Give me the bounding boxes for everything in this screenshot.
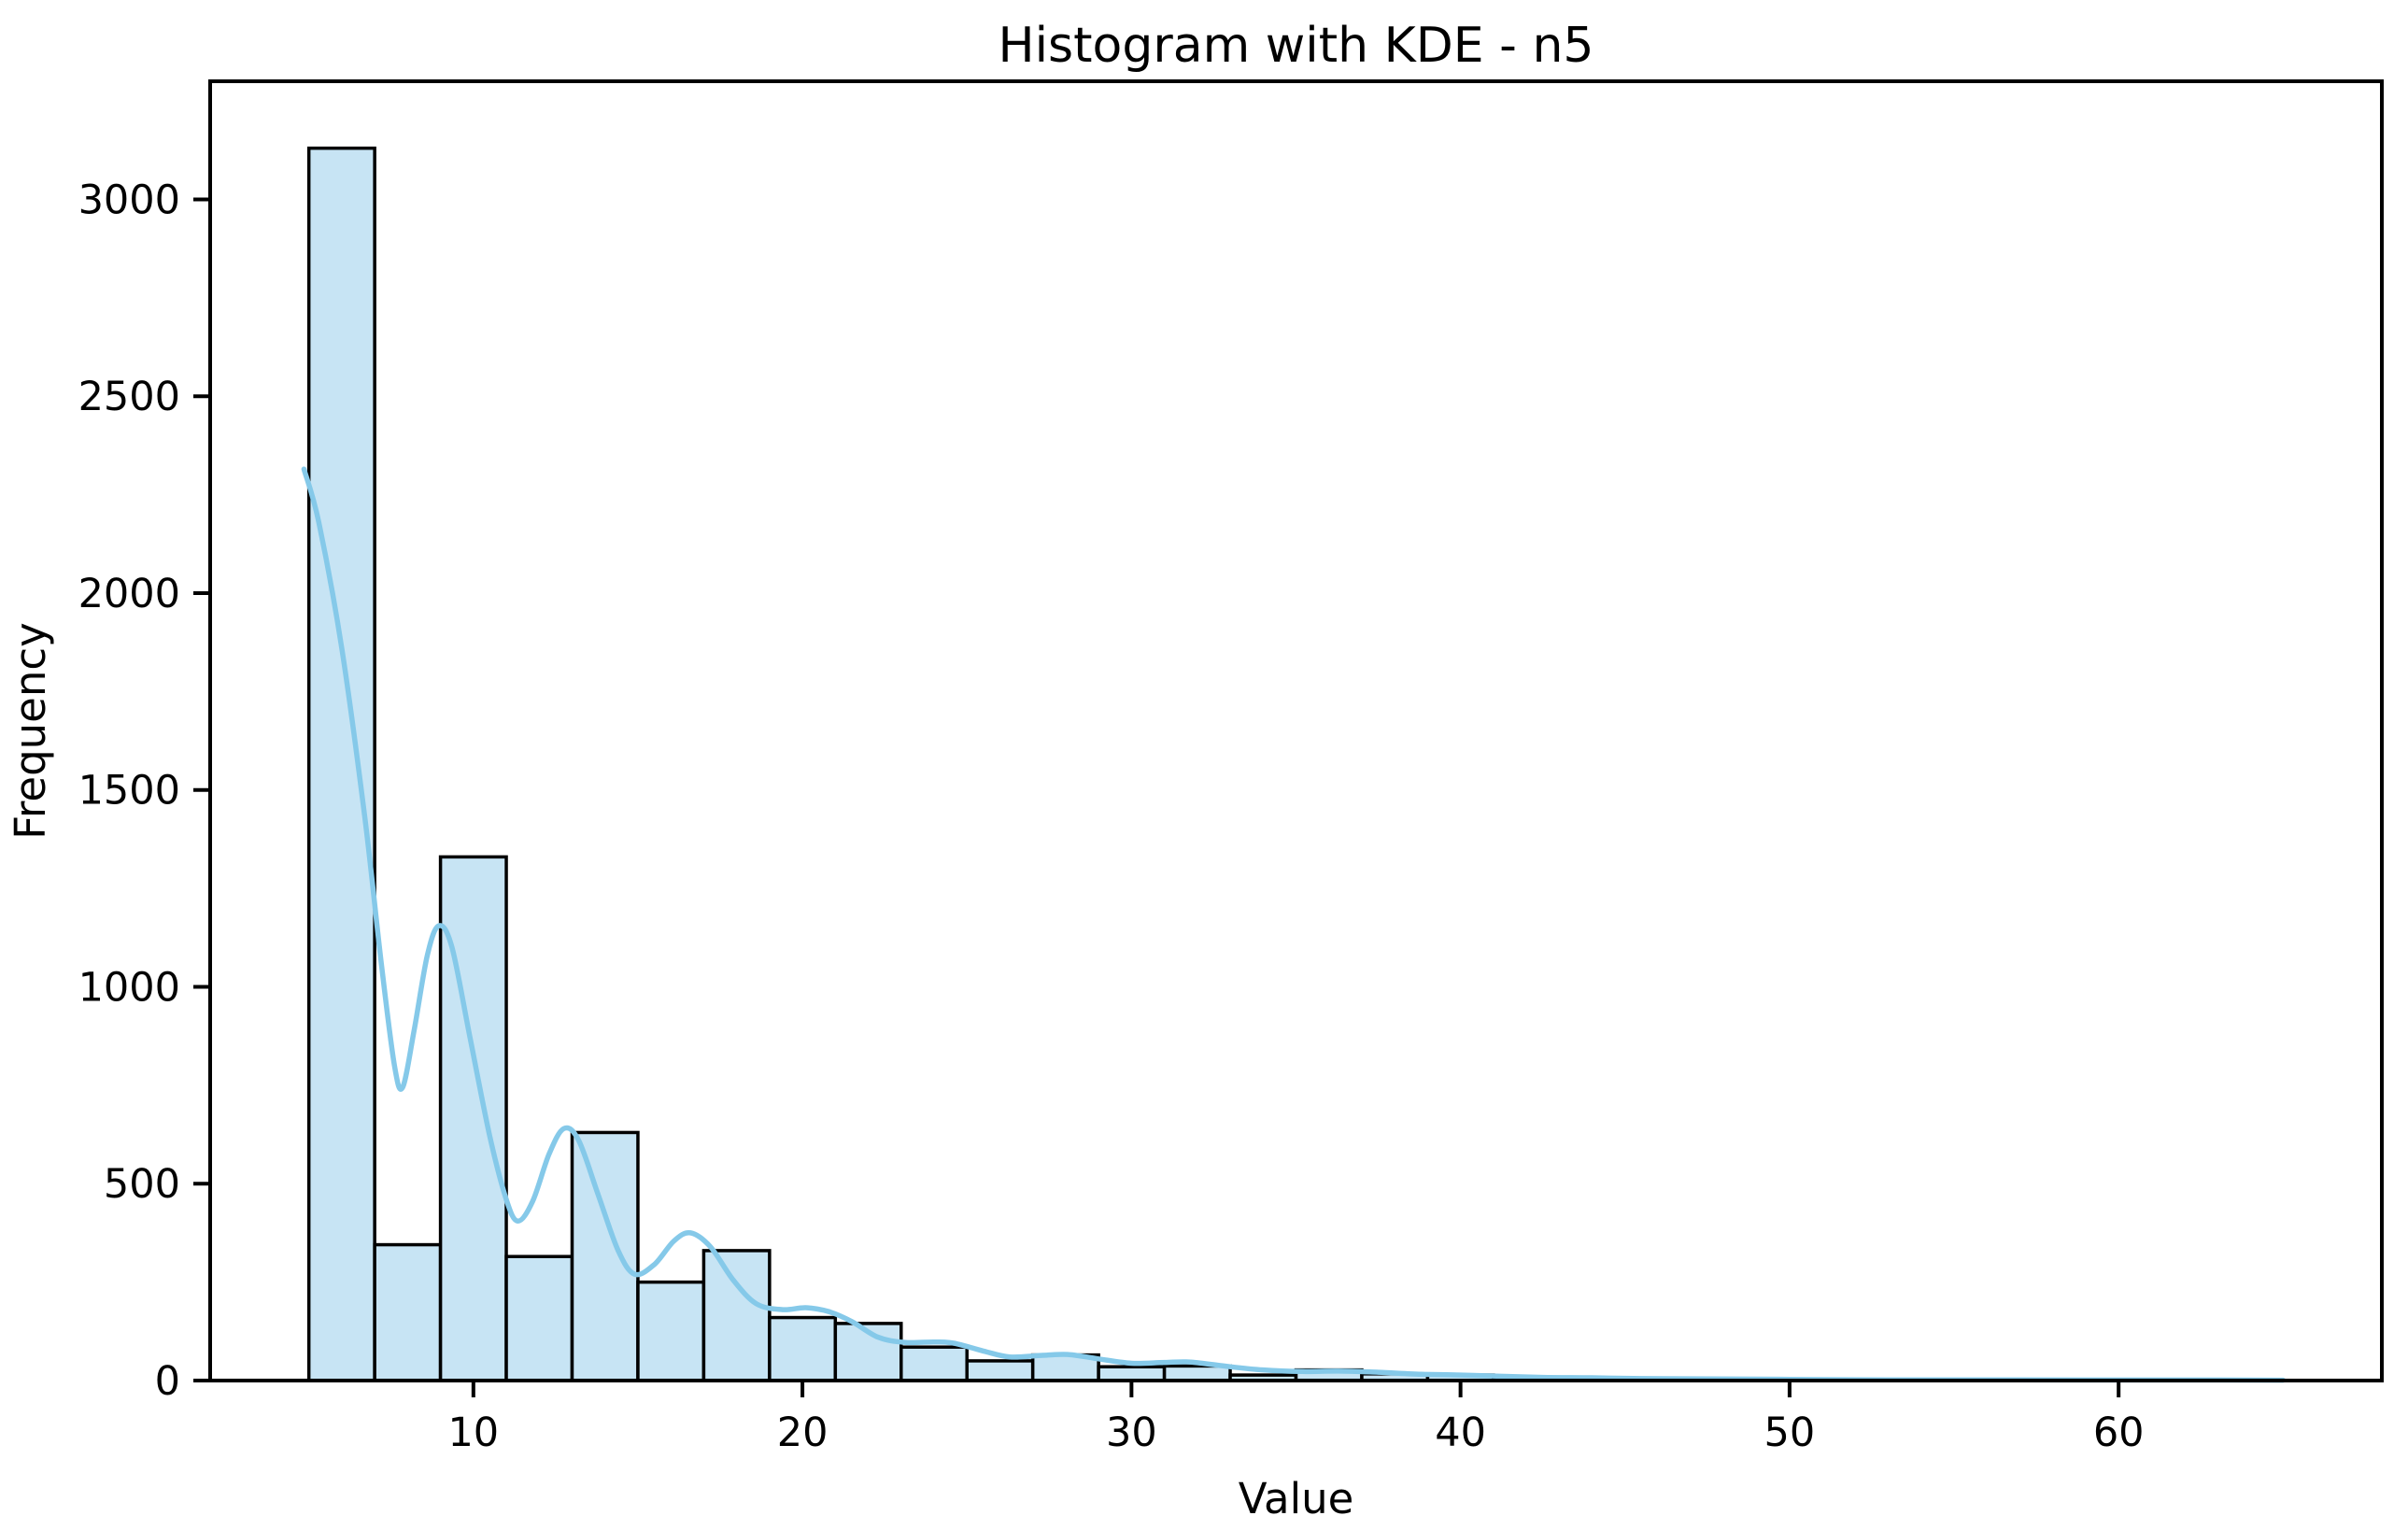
- kde-curve: [301, 466, 2287, 1383]
- chart-title: Histogram with KDE - n5: [999, 18, 1594, 74]
- y-tick-label: 0: [155, 1358, 180, 1405]
- histogram-bar: [701, 1249, 772, 1382]
- histogram-bar: [768, 1315, 838, 1382]
- histogram-bar: [373, 1242, 443, 1382]
- x-tick-label: 50: [1764, 1410, 1816, 1456]
- axes-spines: [208, 79, 2384, 1382]
- x-tick-label: 30: [1106, 1410, 1157, 1456]
- y-tick-label: 2000: [78, 571, 180, 617]
- y-axis-label: Frequency: [6, 622, 55, 839]
- histogram-bar: [1162, 1364, 1232, 1382]
- y-tick-label: 2500: [78, 374, 180, 420]
- x-tick-label: 20: [777, 1410, 829, 1456]
- histogram-bar: [899, 1345, 969, 1382]
- y-tick-label: 3000: [78, 177, 180, 223]
- x-tick-label: 60: [2093, 1410, 2145, 1456]
- histogram-bar: [636, 1280, 706, 1382]
- y-tick-label: 1000: [78, 964, 180, 1011]
- histogram-bar: [1097, 1365, 1167, 1382]
- x-tick-label: 40: [1435, 1410, 1486, 1456]
- x-tick-label: 10: [447, 1410, 499, 1456]
- y-tick-label: 1500: [78, 768, 180, 815]
- histogram-bar: [504, 1254, 574, 1382]
- histogram-bar: [570, 1130, 640, 1382]
- histogram-bar: [306, 146, 376, 1382]
- histogram-bar: [965, 1359, 1035, 1382]
- y-tick-label: 500: [104, 1161, 180, 1208]
- x-axis-label: Value: [1239, 1474, 1354, 1523]
